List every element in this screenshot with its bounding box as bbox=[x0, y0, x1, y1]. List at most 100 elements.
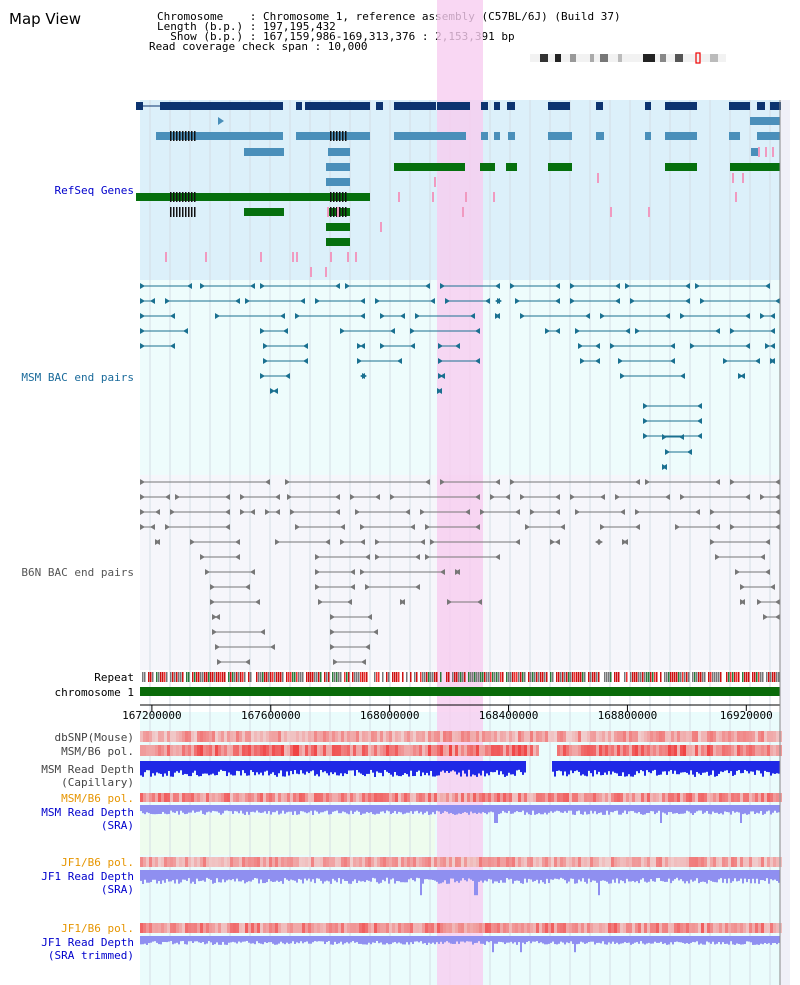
track-label-jf1-depth-trimmed[interactable]: JF1 Read Depth bbox=[41, 936, 134, 949]
jf1-sra-depth bbox=[632, 870, 634, 881]
jf1-sra-depth bbox=[640, 870, 642, 880]
msm-capillary-depth bbox=[678, 761, 680, 775]
msm-b6-pol-heat bbox=[335, 793, 338, 802]
refseq-gene bbox=[548, 102, 570, 110]
track-label-msm-bac[interactable]: MSM BAC end pairs bbox=[21, 371, 134, 384]
jf1-b6-pol-heat bbox=[455, 857, 458, 867]
jf1-b6-pol-heat bbox=[335, 923, 338, 933]
dbsnp-heat bbox=[242, 731, 245, 742]
track-label-msm-depth-capillary-sub[interactable]: (Capillary) bbox=[61, 776, 134, 789]
jf1-sra-depth bbox=[420, 870, 422, 896]
jf1-b6-pol-heat bbox=[494, 923, 497, 933]
msm-b6-pol-heat bbox=[308, 793, 311, 802]
repeat-element bbox=[244, 672, 246, 682]
repeat-element bbox=[598, 672, 600, 682]
jf1-trimmed-depth bbox=[748, 936, 750, 942]
jf1-b6-pol-heat bbox=[299, 923, 302, 933]
dbsnp-heat bbox=[446, 731, 449, 742]
dbsnp-heat bbox=[701, 731, 704, 742]
chromosome-bar bbox=[140, 687, 780, 696]
msm-capillary-depth bbox=[472, 761, 474, 775]
jf1-b6-pol-heat bbox=[266, 857, 269, 867]
track-label-chromosome[interactable]: chromosome 1 bbox=[54, 686, 134, 699]
track-label-jf1-b6-pol-1[interactable]: JF1/B6 pol. bbox=[61, 856, 134, 869]
track-label-dbsnp[interactable]: dbSNP(Mouse) bbox=[54, 731, 134, 744]
track-label-msm-depth-sra[interactable]: MSM Read Depth bbox=[41, 806, 134, 819]
msm-b6-pol-heat bbox=[323, 745, 326, 756]
msm-sra-depth bbox=[186, 805, 188, 814]
jf1-b6-pol-heat bbox=[152, 923, 155, 933]
jf1-b6-pol-heat bbox=[755, 857, 758, 867]
msm-capillary-depth bbox=[654, 761, 656, 770]
msm-b6-pol-heat bbox=[458, 793, 461, 802]
jf1-b6-pol-heat bbox=[344, 923, 347, 933]
track-label-b6n-bac[interactable]: B6N BAC end pairs bbox=[21, 566, 134, 579]
jf1-sra-depth bbox=[566, 870, 568, 884]
track-label-msm-b6-pol-2[interactable]: MSM/B6 pol. bbox=[61, 792, 134, 805]
jf1-trimmed-depth bbox=[270, 936, 272, 943]
jf1-sra-depth bbox=[412, 870, 414, 881]
bac-end-arrow bbox=[245, 659, 250, 665]
track-label-jf1-depth-sra[interactable]: JF1 Read Depth bbox=[41, 870, 134, 883]
jf1-sra-depth bbox=[638, 870, 640, 884]
jf1-trimmed-depth bbox=[734, 936, 736, 945]
repeat-element bbox=[714, 672, 716, 682]
msm-sra-depth bbox=[144, 805, 146, 815]
track-label-msm-b6-pol-1[interactable]: MSM/B6 pol. bbox=[61, 745, 134, 758]
msm-b6-pol-heat bbox=[365, 793, 368, 802]
jf1-b6-pol-heat bbox=[392, 857, 395, 867]
dbsnp-heat bbox=[464, 731, 467, 742]
jf1-sra-depth bbox=[766, 870, 768, 879]
msm-b6-pol-heat bbox=[665, 745, 668, 756]
repeat-element bbox=[144, 672, 146, 682]
jf1-sra-depth bbox=[548, 870, 550, 884]
repeat-element bbox=[302, 672, 304, 682]
jf1-trimmed-depth bbox=[696, 936, 698, 942]
msm-sra-depth bbox=[496, 805, 498, 823]
repeat-element bbox=[490, 672, 492, 682]
track-label-msm-depth-sra-sub[interactable]: (SRA) bbox=[100, 819, 134, 832]
dbsnp-heat bbox=[434, 731, 437, 742]
msm-b6-pol-heat bbox=[614, 745, 617, 756]
track-label-repeat[interactable]: Repeat bbox=[94, 671, 134, 684]
msm-b6-pol-heat bbox=[254, 745, 257, 756]
msm-sra-depth bbox=[260, 805, 262, 813]
msm-capillary-depth bbox=[710, 761, 712, 775]
exon-tick bbox=[333, 131, 335, 141]
jf1-sra-depth bbox=[176, 870, 178, 880]
jf1-trimmed-depth bbox=[380, 936, 382, 943]
msm-sra-depth bbox=[652, 805, 654, 812]
msm-sra-depth bbox=[220, 805, 222, 815]
msm-capillary-depth bbox=[262, 761, 264, 776]
bac-end-arrow bbox=[475, 494, 480, 500]
jf1-b6-pol-heat bbox=[215, 857, 218, 867]
track-label-jf1-depth-sra-sub[interactable]: (SRA) bbox=[100, 883, 134, 896]
jf1-b6-pol-heat bbox=[551, 923, 554, 933]
track-label-jf1-depth-trimmed-sub[interactable]: (SRA trimmed) bbox=[47, 949, 134, 962]
jf1-b6-pol-heat bbox=[326, 923, 329, 933]
dbsnp-heat bbox=[599, 731, 602, 742]
msm-b6-pol-heat bbox=[623, 745, 626, 756]
msm-capillary-depth bbox=[326, 761, 328, 774]
bac-end-arrow bbox=[670, 343, 675, 349]
jf1-b6-pol-heat bbox=[359, 857, 362, 867]
repeat-element bbox=[324, 672, 326, 682]
track-label-msm-depth-capillary[interactable]: MSM Read Depth bbox=[41, 763, 134, 776]
bac-end-arrow bbox=[575, 509, 580, 515]
jf1-trimmed-depth bbox=[620, 936, 622, 944]
jf1-trimmed-depth bbox=[254, 936, 256, 945]
msm-b6-pol-heat bbox=[548, 793, 551, 802]
track-label-refseq[interactable]: RefSeq Genes bbox=[54, 184, 134, 197]
msm-capillary-depth bbox=[586, 761, 588, 777]
jf1-sra-depth bbox=[370, 870, 372, 882]
jf1-b6-pol-heat bbox=[374, 857, 377, 867]
track-label-jf1-b6-pol-2[interactable]: JF1/B6 pol. bbox=[61, 922, 134, 935]
repeat-element bbox=[544, 672, 546, 682]
bac-end-arrow bbox=[140, 343, 145, 349]
repeat-element bbox=[680, 672, 682, 682]
msm-capillary-depth bbox=[350, 761, 352, 771]
dbsnp-heat bbox=[611, 731, 614, 742]
dbsnp-heat bbox=[239, 731, 242, 742]
bac-end-arrow bbox=[520, 313, 525, 319]
